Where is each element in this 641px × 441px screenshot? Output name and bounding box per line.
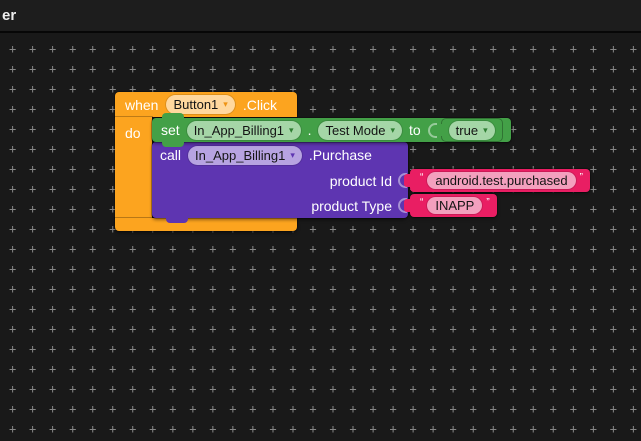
dropdown-arrow-icon: ▾ xyxy=(483,124,488,135)
dropdown-value: Test Mode xyxy=(325,122,386,138)
call-label: call xyxy=(160,147,182,163)
close-quote: ” xyxy=(486,197,490,208)
param-label: product Type xyxy=(311,197,392,214)
set-test-mode-block[interactable]: set In_App_Billing1 ▾ . Test Mode ▾ to t… xyxy=(152,113,511,147)
when-block-header[interactable]: when Button1 ▾ .Click xyxy=(115,92,297,117)
param-row-product-id: product Id xyxy=(152,168,408,193)
when-block-do-column: do xyxy=(115,117,152,218)
dropdown-arrow-icon: ▾ xyxy=(290,149,295,160)
property-dropdown[interactable]: Test Mode ▾ xyxy=(318,120,402,140)
call-purchase-block[interactable]: call In_App_Billing1 ▾ .Purchase product… xyxy=(152,142,408,223)
dropdown-value: In_App_Billing1 xyxy=(195,147,286,163)
to-label: to xyxy=(408,122,421,138)
open-quote: “ xyxy=(420,197,424,208)
set-label: set xyxy=(161,122,180,138)
param-row-product-type: product Type xyxy=(152,193,408,218)
property-separator: . xyxy=(307,122,312,138)
top-bar: er xyxy=(0,0,641,33)
event-name-label: .Click xyxy=(242,96,278,113)
dropdown-value: In_App_Billing1 xyxy=(193,122,285,138)
text-block-product-type[interactable]: “ INAPP ” xyxy=(404,194,497,217)
billing-component-dropdown[interactable]: In_App_Billing1 ▾ xyxy=(188,145,302,165)
dropdown-value: Button1 xyxy=(173,97,219,112)
value-socket xyxy=(398,173,407,188)
value-socket xyxy=(427,122,437,138)
viewer-title-partial: er xyxy=(2,7,17,24)
param-label: product Id xyxy=(329,172,392,189)
dropdown-arrow-icon: ▾ xyxy=(223,99,228,109)
dropdown-value: true xyxy=(455,122,479,138)
text-block-product-id[interactable]: “ android.test.purchased ” xyxy=(404,169,590,192)
do-label: do xyxy=(125,125,141,141)
when-label: when xyxy=(125,96,159,113)
when-block-footer xyxy=(115,218,297,231)
true-dropdown[interactable]: true ▾ xyxy=(448,120,495,140)
logic-true-block[interactable]: true ▾ xyxy=(436,119,502,141)
dropdown-arrow-icon: ▾ xyxy=(289,124,294,135)
dropdown-arrow-icon: ▾ xyxy=(390,124,395,135)
method-name-label: .Purchase xyxy=(308,147,372,163)
open-quote: “ xyxy=(420,172,424,183)
dot-grid: ++++++++++++++++++++++++++++++++ ++++++++… xyxy=(9,42,641,436)
close-quote: ” xyxy=(579,172,583,183)
value-socket xyxy=(398,198,407,213)
button1-component-dropdown[interactable]: Button1 ▾ xyxy=(166,95,235,114)
blocks-canvas[interactable]: ++++++++++++++++++++++++++++++++ ++++++++… xyxy=(0,35,641,441)
text-value-field[interactable]: android.test.purchased xyxy=(427,172,576,189)
text-value-field[interactable]: INAPP xyxy=(427,197,483,214)
call-block-header: call In_App_Billing1 ▾ .Purchase xyxy=(152,142,408,168)
billing-component-dropdown[interactable]: In_App_Billing1 ▾ xyxy=(186,120,301,140)
